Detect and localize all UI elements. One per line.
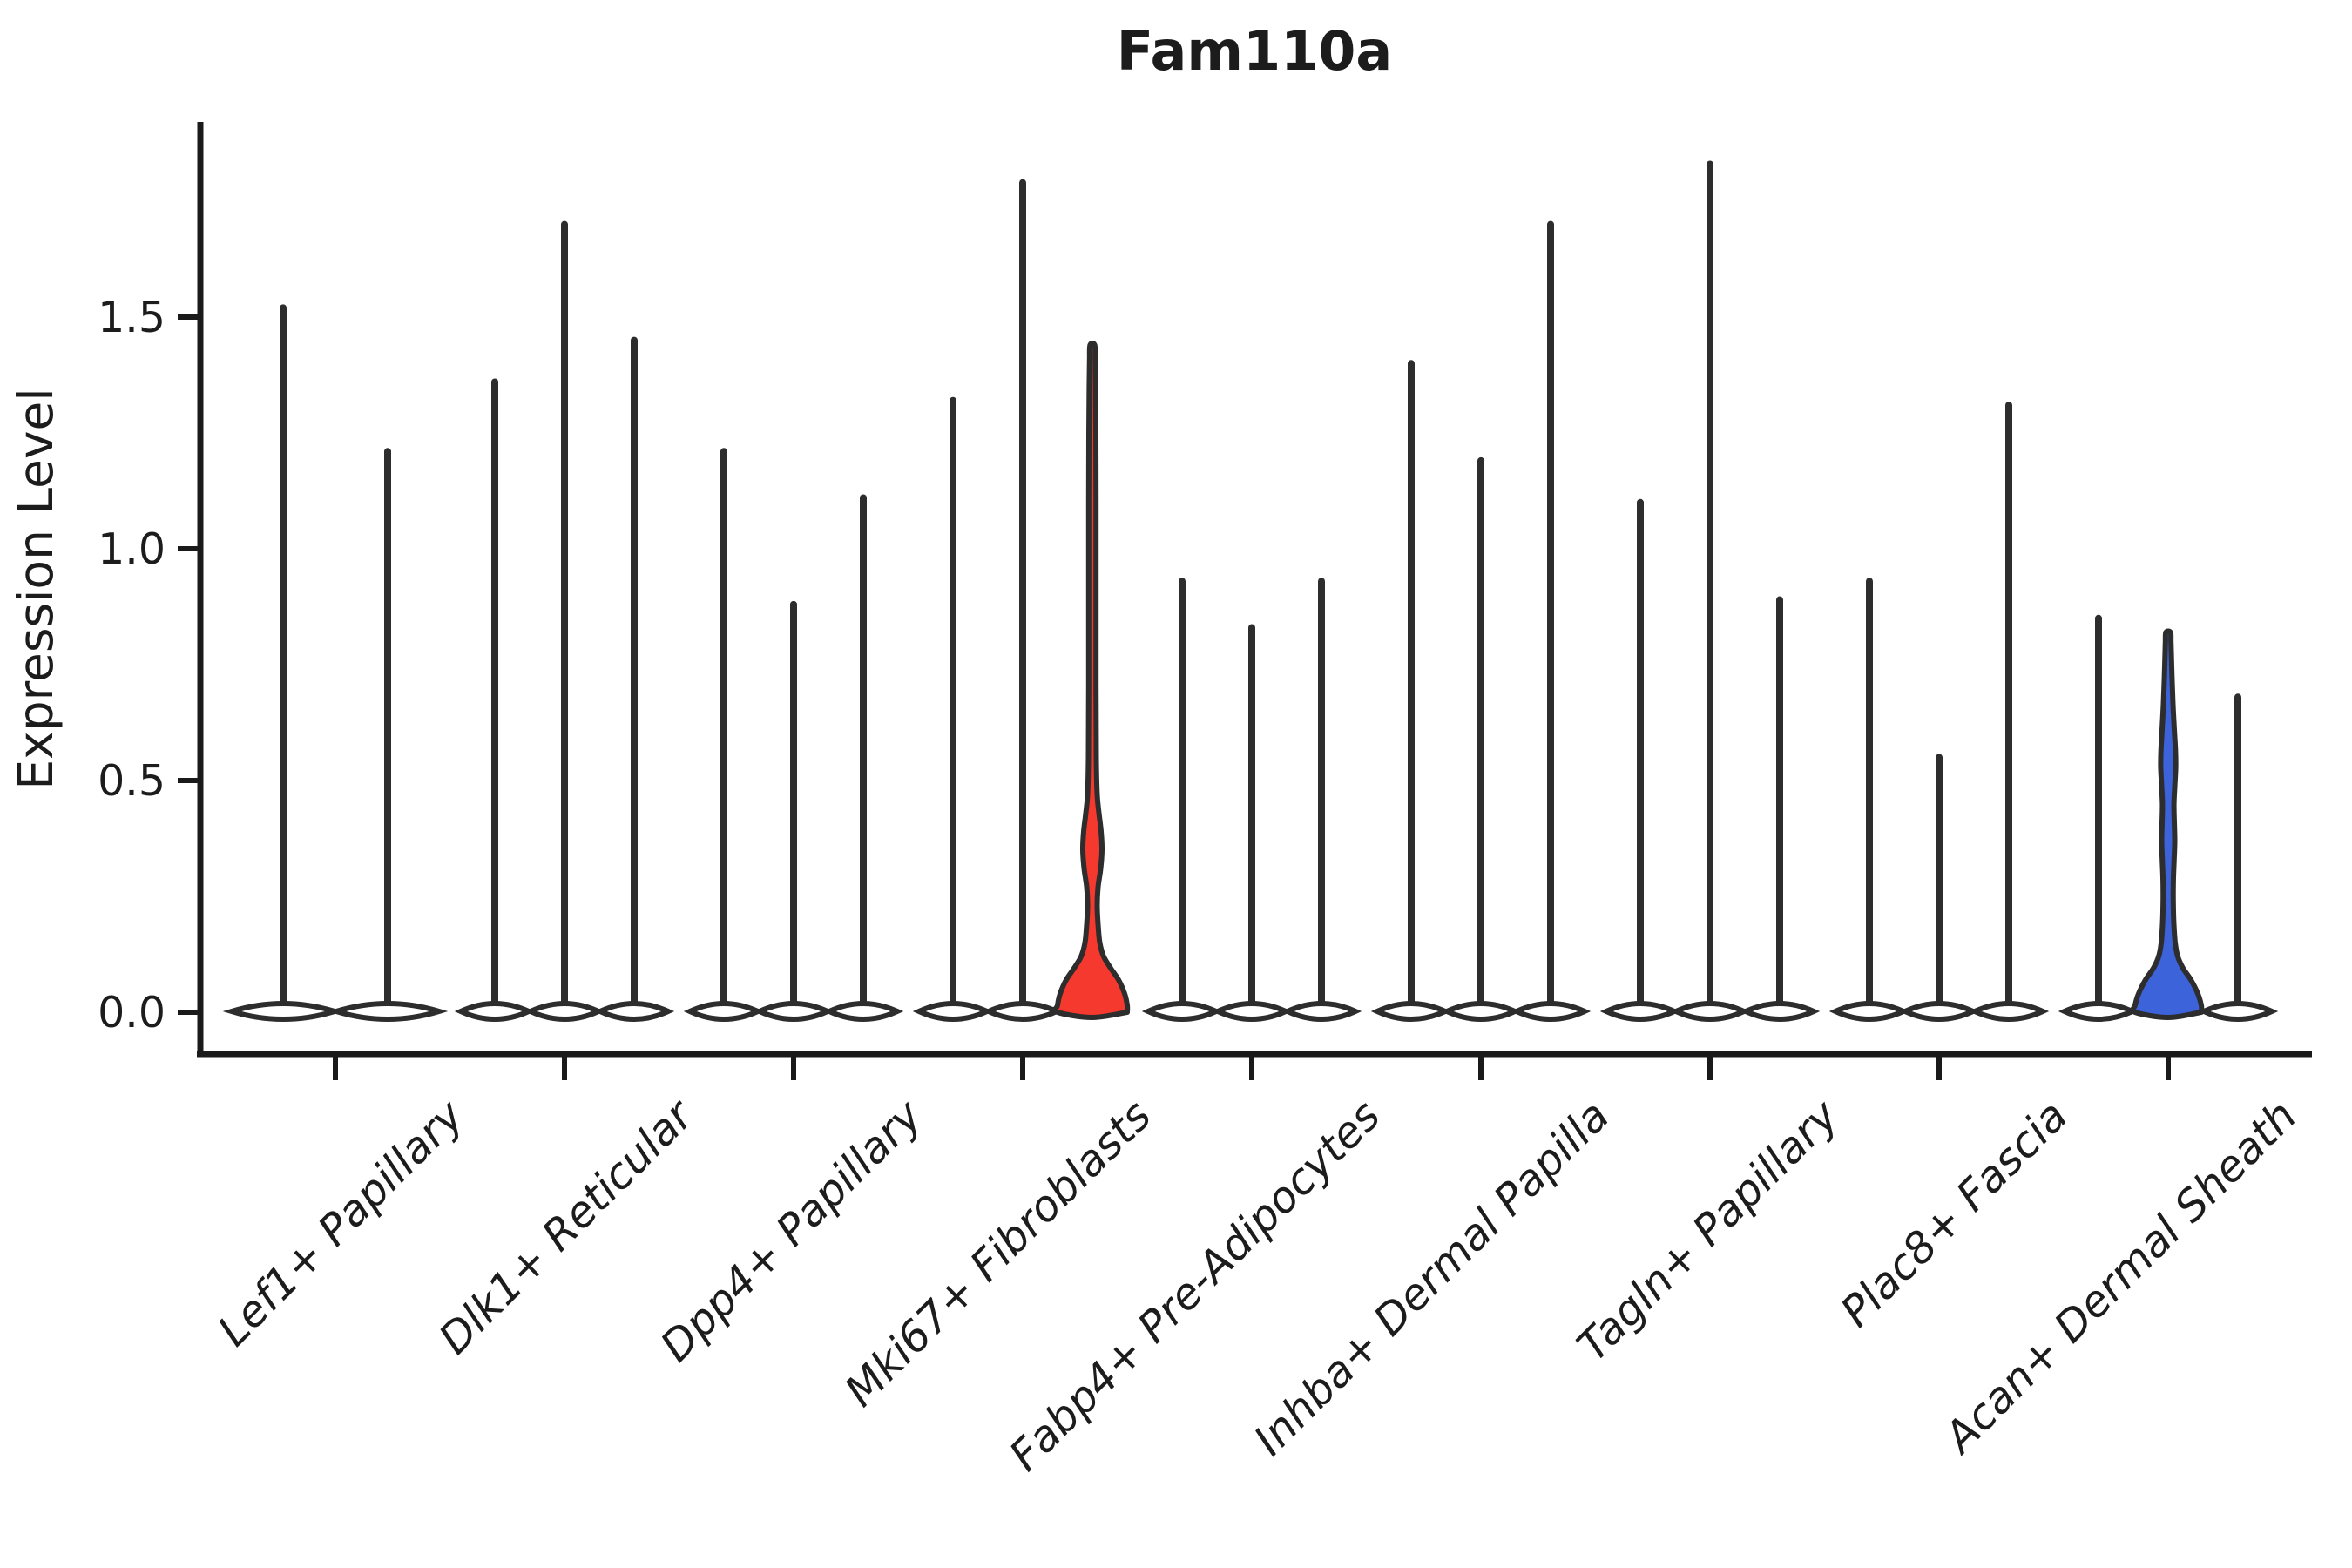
violin (1968, 402, 2050, 1023)
violin-base (1370, 1000, 1452, 1023)
violin (1669, 160, 1751, 1023)
violin-base (1510, 1000, 1592, 1023)
violin (1828, 578, 1910, 1023)
violin (822, 494, 904, 1023)
violin-body-highlighted (2130, 628, 2205, 1020)
violin-base (1898, 1000, 1980, 1023)
violin-base (1141, 1000, 1223, 1023)
y-tick-label: 0.5 (98, 756, 166, 806)
violin-base (982, 1000, 1064, 1023)
violin (683, 448, 765, 1023)
y-axis-ticks: 0.0 0.5 1.0 1.5 (98, 293, 200, 1037)
violin (593, 336, 675, 1023)
violin-base (524, 1000, 605, 1023)
violin (2197, 693, 2279, 1023)
violin (1510, 220, 1592, 1023)
violin-base (822, 1000, 904, 1023)
violin-base (327, 1000, 449, 1023)
y-tick-label: 1.0 (98, 524, 166, 574)
violin (454, 378, 536, 1023)
violin (1599, 498, 1681, 1023)
violin-base (1828, 1000, 1910, 1023)
violin (1739, 596, 1821, 1023)
violin (2058, 614, 2139, 1023)
x-tick-label: Fabp4+ Pre-Adipocytes (1000, 1091, 1390, 1481)
violin (1051, 340, 1131, 1020)
x-tick-label: Plac8+ Fascia (1831, 1091, 2077, 1336)
violin-base (1211, 1000, 1293, 1023)
violin-base (1968, 1000, 2050, 1023)
violin (1281, 578, 1362, 1023)
violin-base (222, 1000, 344, 1023)
x-tick-label: Lef1+ Papillary (208, 1090, 474, 1355)
violin (1211, 624, 1293, 1023)
violin-base (593, 1000, 675, 1023)
violin-base (1440, 1000, 1522, 1023)
violin-base (1281, 1000, 1362, 1023)
violin-body-highlighted (1051, 340, 1131, 1020)
violin-base (912, 1000, 994, 1023)
violin (1141, 578, 1223, 1023)
plot-title: Fam110a (1117, 19, 1392, 83)
violin-base (1669, 1000, 1751, 1023)
violin (1370, 360, 1452, 1023)
y-tick-label: 0.0 (98, 988, 166, 1037)
violin-base (683, 1000, 765, 1023)
y-tick-label: 1.5 (98, 293, 166, 342)
y-axis-label: Expression Level (8, 388, 64, 789)
violin-base (2058, 1000, 2139, 1023)
violin-base (753, 1000, 835, 1023)
violin (912, 396, 994, 1023)
violin (753, 600, 835, 1023)
violin-base (1599, 1000, 1681, 1023)
violin (327, 448, 449, 1023)
x-tick-label: Dlk1+ Reticular (429, 1089, 704, 1363)
violins-layer (222, 160, 2279, 1023)
violin (524, 220, 605, 1023)
violin-base (454, 1000, 536, 1023)
violin-base (1739, 1000, 1821, 1023)
violin (1440, 456, 1522, 1023)
violin (982, 179, 1064, 1023)
violin (1898, 754, 1980, 1023)
violin (2130, 628, 2205, 1020)
violin-base (2197, 1000, 2279, 1023)
violin (222, 304, 344, 1023)
